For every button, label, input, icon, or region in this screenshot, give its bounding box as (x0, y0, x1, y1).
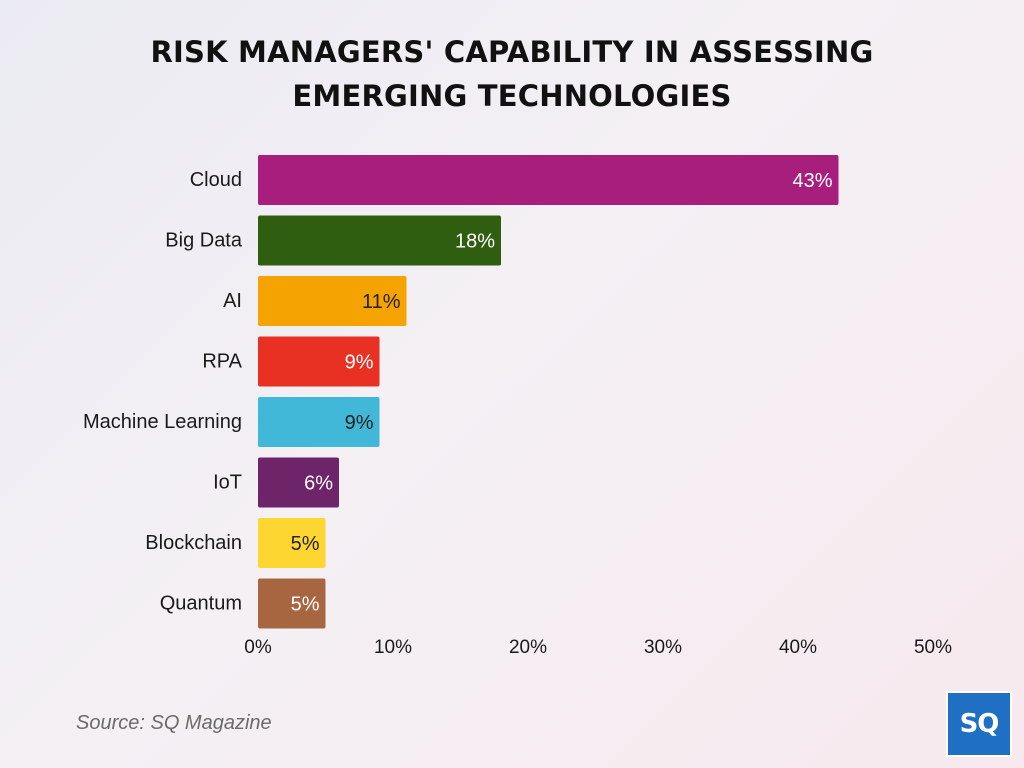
category-label: Machine Learning (83, 411, 242, 433)
source-note: Source: SQ Magazine (76, 712, 272, 734)
category-label: IoT (213, 472, 242, 494)
category-label: Cloud (190, 169, 242, 191)
data-label: 6% (304, 473, 333, 495)
sq-logo-text: SQ (959, 709, 1000, 739)
data-label: 9% (345, 352, 374, 374)
bar (258, 215, 501, 266)
bar (258, 397, 380, 447)
bar (258, 276, 407, 326)
data-label: 43% (792, 170, 832, 192)
x-tick-label: 10% (374, 637, 412, 658)
sq-logo: SQ (946, 691, 1012, 757)
category-label: Quantum (160, 593, 242, 615)
data-label: 18% (455, 231, 495, 253)
x-tick-label: 0% (244, 637, 272, 658)
x-tick-label: 40% (779, 637, 817, 658)
category-label: RPA (202, 351, 242, 373)
chart-title-line-2: EMERGING TECHNOLOGIES (292, 79, 732, 113)
chart-title-line-1: RISK MANAGERS' CAPABILITY IN ASSESSING (150, 35, 874, 69)
bar (258, 457, 339, 508)
chart-title: RISK MANAGERS' CAPABILITY IN ASSESSING E… (0, 30, 1024, 118)
bar (258, 155, 839, 205)
data-label: 11% (362, 291, 401, 313)
bar (258, 518, 326, 568)
data-label: 5% (291, 594, 320, 616)
data-label: 5% (291, 533, 320, 555)
bar (258, 578, 326, 629)
x-tick-label: 20% (509, 637, 547, 658)
x-tick-label: 30% (644, 637, 682, 658)
bar (258, 336, 380, 387)
x-tick-label: 50% (914, 637, 952, 658)
data-label: 9% (345, 412, 374, 434)
category-label: Big Data (165, 230, 243, 252)
category-label: Blockchain (145, 532, 242, 554)
category-label: AI (223, 290, 242, 312)
